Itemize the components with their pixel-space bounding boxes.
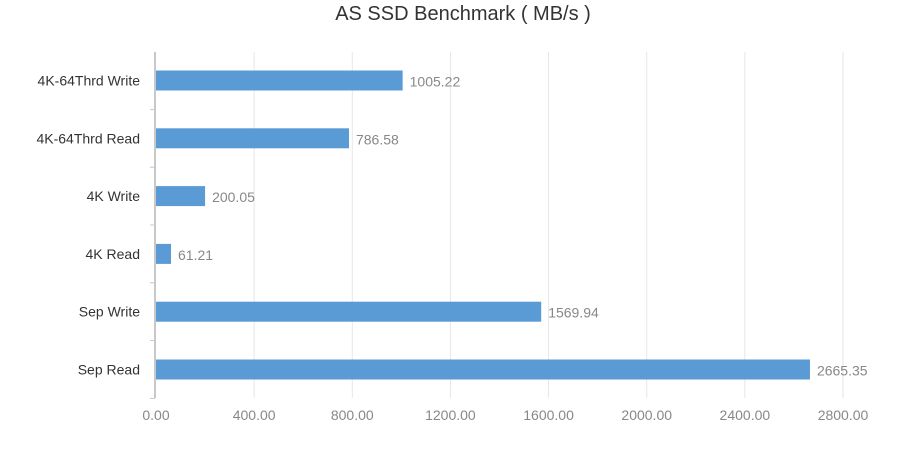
data-label: 2665.35 bbox=[817, 363, 868, 379]
category-label: Sep Read bbox=[78, 362, 140, 378]
chart-title: AS SSD Benchmark ( MB/s ) bbox=[335, 3, 591, 25]
x-tick-label: 1200.00 bbox=[425, 407, 476, 423]
x-tick-label: 1600.00 bbox=[523, 407, 574, 423]
x-tick-label: 0.00 bbox=[142, 407, 169, 423]
category-label: 4K-64Thrd Read bbox=[36, 130, 140, 146]
bar bbox=[156, 243, 172, 264]
x-tick-label: 800.00 bbox=[331, 407, 374, 423]
x-tick-label: 2400.00 bbox=[720, 407, 771, 423]
bar bbox=[156, 359, 810, 380]
data-label: 1005.22 bbox=[410, 74, 461, 90]
bars bbox=[156, 70, 810, 380]
data-label: 786.58 bbox=[356, 131, 399, 147]
x-tick-label: 400.00 bbox=[233, 407, 276, 423]
axes bbox=[150, 52, 156, 399]
bar bbox=[156, 301, 542, 322]
data-label: 61.21 bbox=[178, 247, 213, 263]
data-label: 200.05 bbox=[212, 189, 255, 205]
data-label: 1569.94 bbox=[548, 305, 599, 321]
grid-lines bbox=[253, 52, 844, 398]
bar bbox=[156, 128, 349, 149]
bar bbox=[156, 70, 403, 91]
category-label: 4K Write bbox=[87, 188, 141, 204]
x-tick-label: 2800.00 bbox=[818, 407, 869, 423]
category-label: 4K Read bbox=[86, 246, 140, 262]
x-tick-label: 2000.00 bbox=[621, 407, 672, 423]
category-label: 4K-64Thrd Write bbox=[38, 73, 141, 89]
category-label: Sep Write bbox=[79, 304, 140, 320]
bar bbox=[156, 186, 206, 207]
labels: 0.00 400.00 800.00 1200.00 1600.00 2000.00 240… bbox=[36, 73, 868, 424]
